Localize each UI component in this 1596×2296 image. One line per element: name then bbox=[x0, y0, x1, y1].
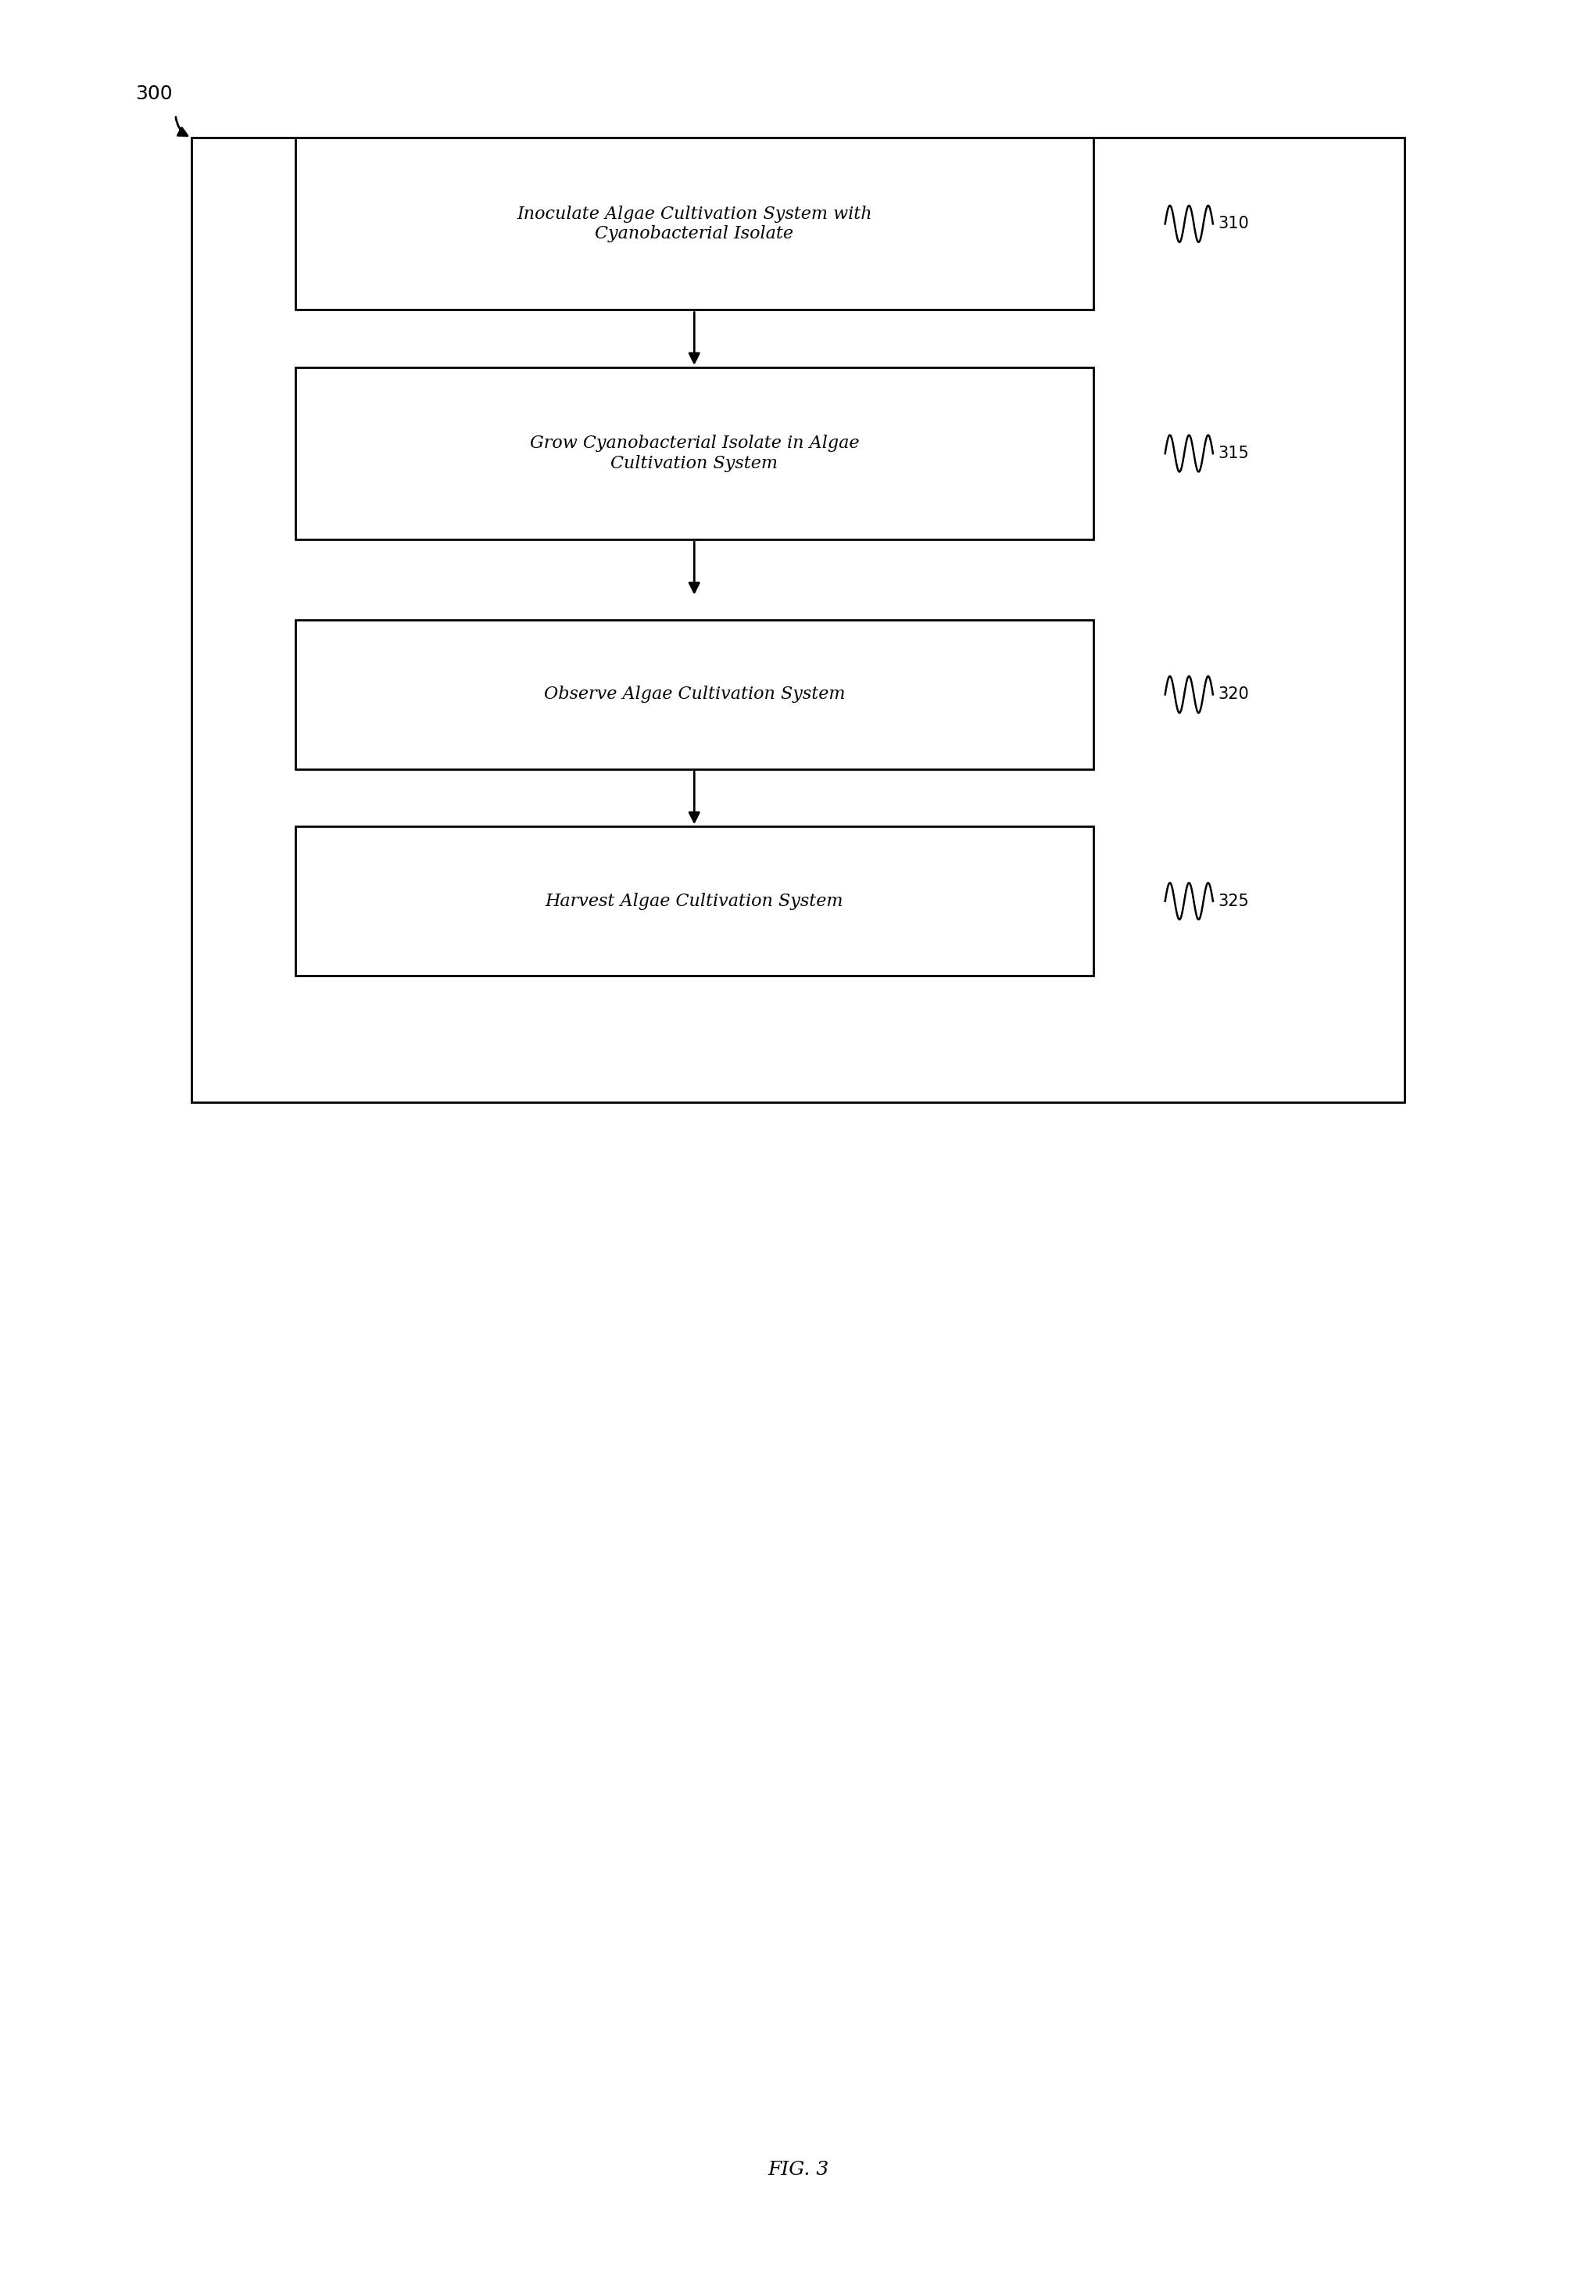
FancyBboxPatch shape bbox=[192, 138, 1404, 1102]
Text: Grow Cyanobacterial Isolate in Algae
Cultivation System: Grow Cyanobacterial Isolate in Algae Cul… bbox=[530, 434, 859, 473]
Text: 310: 310 bbox=[1218, 216, 1248, 232]
FancyBboxPatch shape bbox=[295, 620, 1093, 769]
FancyBboxPatch shape bbox=[295, 138, 1093, 310]
Text: Harvest Algae Cultivation System: Harvest Algae Cultivation System bbox=[546, 893, 843, 909]
Text: 320: 320 bbox=[1218, 687, 1248, 703]
Text: Inoculate Algae Cultivation System with
Cyanobacterial Isolate: Inoculate Algae Cultivation System with … bbox=[517, 204, 871, 243]
Text: 315: 315 bbox=[1218, 445, 1248, 461]
Text: 300: 300 bbox=[136, 85, 172, 103]
Text: 325: 325 bbox=[1218, 893, 1248, 909]
Text: FIG. 3: FIG. 3 bbox=[768, 2161, 828, 2179]
FancyBboxPatch shape bbox=[295, 367, 1093, 540]
Text: Observe Algae Cultivation System: Observe Algae Cultivation System bbox=[544, 687, 844, 703]
FancyBboxPatch shape bbox=[295, 827, 1093, 976]
